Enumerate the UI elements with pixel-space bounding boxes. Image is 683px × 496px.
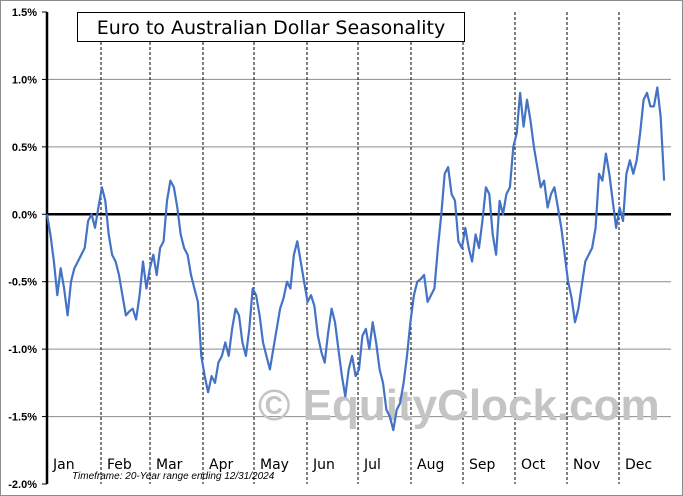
month-label-sep: Sep bbox=[469, 457, 496, 473]
month-label-apr: Apr bbox=[209, 457, 233, 473]
month-label-feb: Feb bbox=[107, 457, 132, 473]
y-tick-label: 1.5% bbox=[12, 7, 37, 19]
month-label-nov: Nov bbox=[573, 457, 600, 473]
x-axis-month-labels: Jan Feb Mar Apr May Jun Jul Aug Sep Oct Nov Dec bbox=[52, 457, 652, 473]
y-tick-label: -1.0% bbox=[8, 344, 37, 356]
month-label-mar: Mar bbox=[156, 457, 183, 473]
y-tick-label: 0.5% bbox=[12, 142, 37, 154]
month-label-jul: Jul bbox=[363, 457, 381, 473]
chart-title: Euro to Australian Dollar Seasonality bbox=[77, 12, 465, 42]
month-label-jan: Jan bbox=[52, 457, 75, 473]
timeframe-note: Timeframe: 20-Year range ending 12/31/20… bbox=[72, 471, 275, 482]
month-label-jun: Jun bbox=[312, 457, 335, 473]
y-tick-label: 0.0% bbox=[12, 209, 37, 221]
month-label-aug: Aug bbox=[417, 457, 444, 473]
y-axis-labels: 1.5% 1.0% 0.5% 0.0% -0.5% -1.0% -1.5% -2.0% bbox=[8, 7, 37, 491]
month-label-dec: Dec bbox=[625, 457, 652, 473]
y-tick-label: -1.5% bbox=[8, 412, 37, 424]
watermark-text: © EquityClock.com bbox=[258, 381, 660, 430]
watermark: © EquityClock.com bbox=[258, 381, 660, 430]
seasonality-line bbox=[45, 86, 666, 432]
month-label-oct: Oct bbox=[521, 457, 546, 473]
y-tick-label: -2.0% bbox=[8, 479, 37, 491]
y-tick-label: -0.5% bbox=[8, 277, 37, 289]
y-tick-label: 1.0% bbox=[12, 74, 37, 86]
month-label-may: May bbox=[260, 457, 289, 473]
